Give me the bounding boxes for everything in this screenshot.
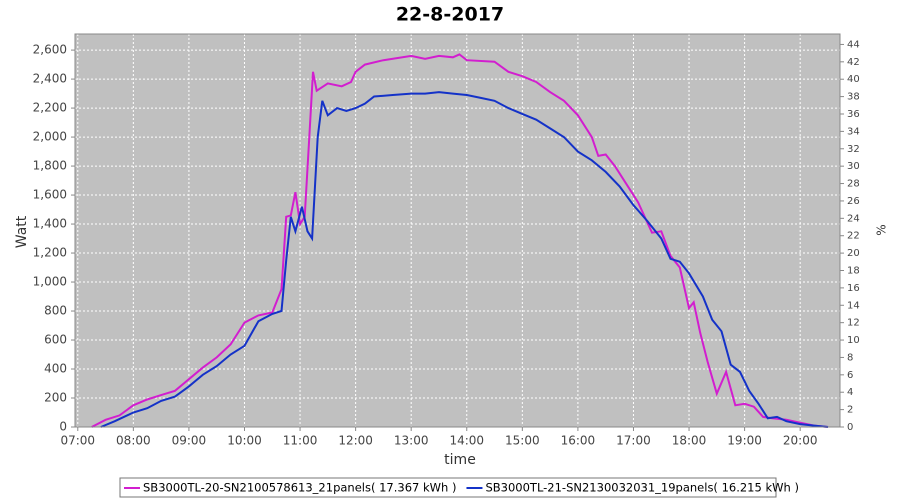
x-axis-label: time [444,452,476,468]
y2-tick-label: 8 [847,352,853,363]
y-tick-label: 2,600 [33,43,67,57]
y2-tick-label: 42 [847,57,860,68]
plot-border [74,33,841,428]
chart-title: 22-8-2017 [396,4,504,26]
y2-tick-label: 20 [847,248,860,259]
y2-tick-label: 36 [847,109,860,120]
y2-tick-label: 16 [847,283,860,294]
x-tick-label: 19:00 [727,434,762,448]
y-tick-label: 0 [59,420,67,434]
y2-tick-label: 2 [847,405,853,416]
y-tick-label: 2,000 [33,130,67,144]
y2-tick-label: 22 [847,231,860,242]
x-tick-label: 16:00 [561,434,596,448]
series-line [91,53,829,428]
y2-tick-label: 18 [847,265,860,276]
y2-tick-label: 28 [847,179,860,190]
legend-label: SB3000TL-21-SN2130032031_19panels( 16.21… [485,481,798,495]
y2-tick-label: 32 [847,144,860,155]
y2-tick-label: 4 [847,387,853,398]
x-tick-label: 08:00 [116,434,151,448]
y2-axis-label: % [875,224,889,235]
y2-tick-label: 44 [847,39,860,50]
x-tick-label: 12:00 [338,434,373,448]
x-tick-label: 09:00 [172,434,207,448]
y-tick-label: 1,600 [33,188,67,202]
y2-tick-label: 38 [847,92,860,103]
y-tick-label: 800 [44,304,67,318]
y2-tick-label: 26 [847,196,860,207]
y-tick-label: 1,800 [33,159,67,173]
x-tick-label: 10:00 [227,434,262,448]
y-tick-label: 2,400 [33,72,67,86]
legend-box [119,477,777,498]
y2-tick-label: 10 [847,335,860,346]
y2-tick-label: 34 [847,126,860,137]
y-tick-label: 1,200 [33,246,67,260]
x-tick-label: 17:00 [616,434,651,448]
y2-tick-label: 14 [847,300,860,311]
y-tick-label: 1,000 [33,275,67,289]
y2-tick-label: 24 [847,213,860,224]
x-tick-label: 11:00 [283,434,318,448]
x-tick-label: 20:00 [783,434,818,448]
x-tick-label: 15:00 [505,434,540,448]
y2-tick-label: 40 [847,74,860,85]
x-tick-label: 13:00 [394,434,429,448]
y-tick-label: 2,200 [33,101,67,115]
y-axis-label: Watt [14,215,30,248]
y2-tick-label: 12 [847,318,860,329]
x-tick-label: 18:00 [672,434,707,448]
y2-tick-label: 0 [847,422,853,433]
y-tick-label: 400 [44,362,67,376]
x-tick-label: 14:00 [449,434,484,448]
y2-tick-label: 30 [847,161,860,172]
plot-area [75,34,840,427]
legend-label: SB3000TL-20-SN2100578613_21panels( 17.36… [143,481,456,495]
y-tick-label: 600 [44,333,67,347]
y-tick-label: 1,400 [33,217,67,231]
series-line [100,91,829,428]
y2-tick-label: 6 [847,370,853,381]
y-tick-label: 200 [44,391,67,405]
x-tick-label: 07:00 [60,434,95,448]
